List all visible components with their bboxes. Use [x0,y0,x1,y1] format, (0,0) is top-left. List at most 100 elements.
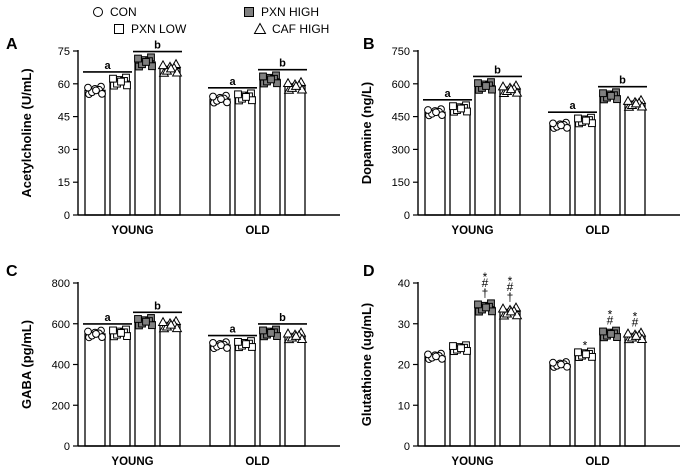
y-axis-title: Glutathione (ug/mL) [359,303,374,426]
bar-young-pxn-low [449,347,471,447]
data-point-young-con [92,330,100,338]
annotation-mark: * [608,307,613,321]
data-point-young-pxn-low [109,326,117,335]
data-point-young-con [98,89,106,98]
bar-old-caf-high [284,85,306,216]
panel-letter: D [363,263,375,280]
data-point-old-con [549,358,557,367]
data-point-old-pxn-low [574,348,582,357]
y-tick-label: 60 [58,79,70,91]
data-point-old-pxn-high [267,75,275,84]
y-tick-label: 400 [52,360,70,372]
data-point-old-pxn-high [599,327,607,336]
y-tick-label: 30 [398,319,410,331]
data-point-old-pxn-high [259,326,267,335]
significance-letter: b [619,75,626,87]
data-point-young-pxn-low [457,344,465,353]
bar-old-pxn-high [259,332,281,447]
panel-letter: C [6,263,18,280]
y-tick-label: 450 [392,112,410,124]
significance-letter: a [104,312,111,324]
data-point-old-caf-high [282,328,294,338]
annotation-mark: # [607,313,614,327]
x-group-label-young: YOUNG [111,225,153,237]
bar-young-pxn-low [449,107,471,216]
legend-label-pxn-high: PXN HIGH [261,5,319,19]
bar-young-pxn-low [109,332,131,447]
y-axis-title: GABA (pg/mL) [19,320,34,409]
data-point-old-pxn-low [234,337,242,346]
significance-letter: a [104,60,111,72]
significance-letter: b [494,64,501,76]
chart-panel-c: C GABA (pg/mL) a b a b 0 200 400 600 800 YOUNG OLD [6,263,340,468]
data-point-old-caf-high [282,77,294,88]
y-tick-label: 30 [58,144,70,156]
significance-letter: b [154,300,161,312]
data-point-young-pxn-high [148,62,156,71]
bar-young-caf-high [499,88,521,216]
significance-letter: a [229,324,236,336]
annotation-mark: * [483,270,488,284]
legend-marker-con [93,7,103,17]
data-point-old-pxn-high [267,329,275,337]
significance-letter: a [229,76,236,88]
data-point-old-pxn-low [582,350,590,359]
y-tick-label: 150 [392,177,410,189]
bar-young-con [424,355,446,447]
y-axis-title: Dopamine (ng/L) [359,82,374,185]
data-point-old-pxn-high [599,89,607,98]
x-group-label-old: OLD [245,456,269,468]
annotation-mark: # [482,276,489,290]
x-group-label-old: OLD [585,456,609,468]
data-point-old-caf-high [622,95,634,105]
significance-letter: b [279,58,286,70]
legend-marker-pxn-high [244,7,254,17]
data-point-young-con [98,333,106,341]
bar-young-con [84,89,106,216]
data-point-old-con [217,95,225,104]
y-tick-label: 40 [398,278,410,290]
data-point-young-caf-high [157,59,169,70]
data-point-young-pxn-high [142,58,150,66]
data-point-young-con [92,86,100,95]
data-point-young-con [432,352,440,361]
data-point-young-con [424,106,432,114]
data-point-young-pxn-low [449,102,457,111]
data-point-young-pxn-high [134,315,142,323]
y-tick-label: 45 [58,112,70,124]
data-point-young-pxn-high [134,54,142,63]
bar-young-pxn-high [474,85,496,216]
x-group-label-young: YOUNG [111,456,153,468]
y-tick-label: 10 [398,400,410,412]
data-point-young-con [84,327,92,336]
bar-young-caf-high [159,67,181,216]
significance-letter: a [444,88,451,100]
bar-old-caf-high [284,335,306,447]
data-point-young-pxn-high [482,82,490,90]
x-group-label-young: YOUNG [451,456,493,468]
data-point-young-pxn-high [142,317,150,326]
data-point-old-caf-high [622,328,634,338]
data-point-old-pxn-low [574,114,582,123]
bar-young-con [84,333,106,447]
bar-young-caf-high [159,324,181,447]
data-point-old-pxn-high [607,330,615,338]
data-point-young-caf-high [505,306,517,316]
data-point-young-caf-high [157,316,169,327]
data-point-young-pxn-low [449,342,457,350]
y-tick-label: 0 [404,441,410,453]
data-point-old-pxn-high [607,91,615,100]
data-point-young-con [432,108,440,117]
bar-old-con [549,124,571,216]
legend-label-caf-high: CAF HIGH [272,22,329,36]
y-tick-label: 200 [52,400,70,412]
legend-marker-pxn-low [114,24,124,34]
y-axis-title: Acetylcholine (U/mL) [19,68,34,197]
panel-letter: B [363,36,375,53]
bar-old-pxn-high [599,95,621,216]
data-point-old-pxn-low [582,116,590,125]
